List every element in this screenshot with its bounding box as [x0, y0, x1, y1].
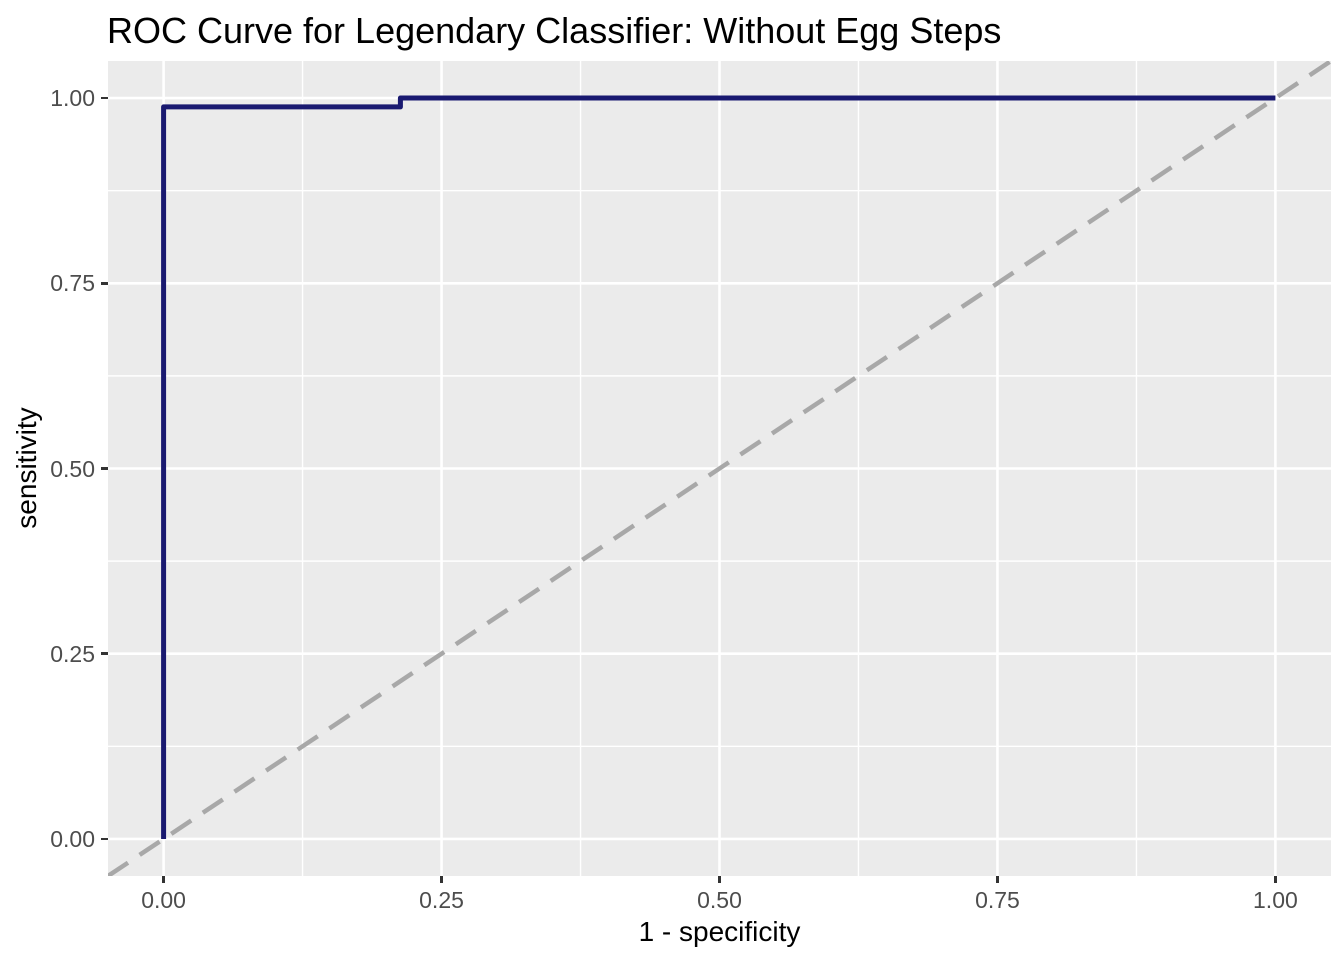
y-axis-title: sensitivity: [11, 407, 42, 529]
x-tick-label: 0.75: [975, 887, 1020, 913]
x-tick-mark: [996, 876, 999, 883]
x-axis-title: 1 - specificity: [638, 916, 801, 947]
chart-canvas: [108, 61, 1331, 876]
y-tick-label: 0.25: [50, 640, 95, 667]
x-tick-label: 0.50: [697, 887, 742, 913]
y-tick-label: 1.00: [50, 85, 95, 112]
y-tick-label: 0.75: [50, 270, 95, 297]
x-tick-mark: [162, 876, 165, 883]
y-tick-mark: [101, 652, 108, 655]
roc-curve: [161, 95, 1276, 839]
y-tick-label: 0.50: [50, 455, 95, 482]
plot-panel: [108, 61, 1331, 876]
x-tick-mark: [718, 876, 721, 883]
y-tick-mark: [101, 837, 108, 841]
x-tick-label: 0.00: [141, 887, 186, 913]
y-tick-mark: [101, 96, 108, 100]
x-tick-label: 0.25: [419, 887, 464, 913]
plot-title: ROC Curve for Legendary Classifier: With…: [107, 10, 1002, 51]
y-tick-label: 0.00: [50, 825, 95, 852]
chance-diagonal: [108, 61, 1331, 876]
x-tick-mark: [1274, 876, 1277, 883]
y-tick-mark: [101, 467, 108, 470]
x-tick-label: 1.00: [1253, 887, 1298, 913]
y-tick-mark: [101, 282, 108, 285]
x-tick-mark: [440, 876, 443, 883]
